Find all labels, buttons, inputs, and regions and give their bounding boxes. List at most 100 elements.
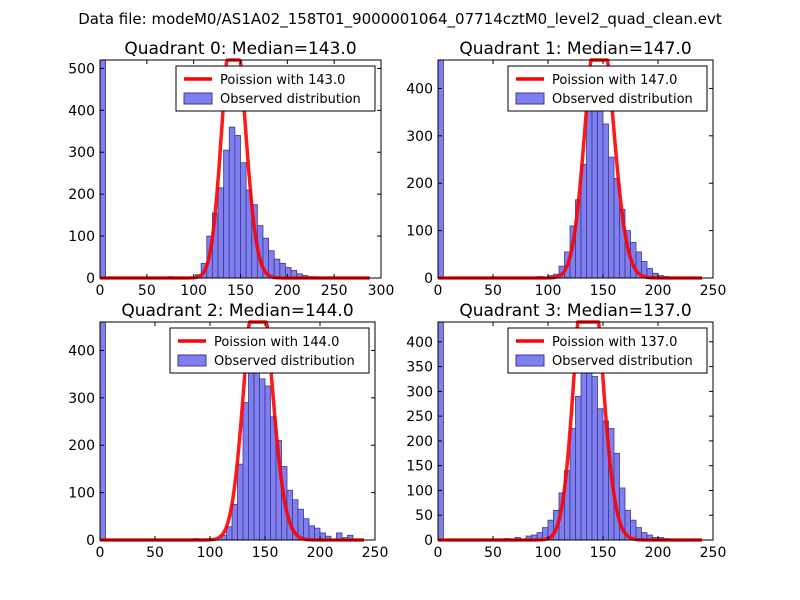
quadrant-1-panel: 0 50 100 150 200 250 0 100 200 300 400 Quadrant 1: …: [406, 39, 726, 299]
x-tick-label: 200: [645, 283, 672, 299]
x-tick-label: 150: [227, 283, 254, 299]
x-tick-label: 250: [362, 545, 389, 561]
x-tick-label: 200: [274, 283, 301, 299]
histogram-bar: [237, 463, 244, 541]
y-tick-label: 400: [68, 103, 95, 119]
y-tick-label: 100: [406, 224, 433, 240]
histogram-bar: [591, 376, 598, 541]
y-tick-label: 250: [406, 409, 433, 425]
x-tick-label: 0: [96, 545, 105, 561]
x-tick-label: 150: [252, 545, 279, 561]
legend-label-observed: Observed distribution: [552, 92, 693, 107]
legend-bar-swatch: [515, 92, 545, 105]
legend-box: [169, 327, 370, 374]
x-tick-label: 50: [146, 545, 164, 561]
axes-frame: [437, 321, 714, 541]
y-tick-label: 300: [68, 145, 95, 161]
quadrant-2-panel: 0 50 100 150 200 250 0 100 200 300 400 Quadrant 2: …: [68, 301, 388, 561]
y-tick-label: 0: [424, 533, 433, 549]
histogram-bar: [303, 518, 310, 541]
y-tick-label: 0: [86, 533, 95, 549]
histogram-bar: [279, 262, 286, 279]
legend: Poission with 147.0 Observed distribution: [507, 65, 708, 112]
histogram-bar: [248, 371, 255, 541]
histogram-bar: [575, 395, 582, 541]
x-tick-label: 300: [368, 283, 395, 299]
x-tick-label: 100: [535, 283, 562, 299]
histogram-bar: [99, 59, 107, 279]
legend: Poission with 137.0 Observed distribution: [507, 327, 708, 374]
histogram-bar: [591, 99, 598, 279]
legend-label-fit: Poission with 144.0: [214, 335, 339, 350]
x-tick-label: 0: [96, 283, 105, 299]
axes-frame: [437, 59, 714, 279]
y-tick-label: 300: [406, 384, 433, 400]
y-tick-label: 100: [68, 229, 95, 245]
histogram-bar: [259, 378, 266, 541]
legend-bar-swatch: [515, 354, 545, 367]
y-tick-label: 100: [406, 483, 433, 499]
x-tick-label: 0: [434, 545, 443, 561]
quadrant-3-panel: 0 50 100 150 200 250 0 50 100 150 200 250 300 350 400 Q…: [406, 301, 726, 561]
y-tick-label: 400: [406, 335, 433, 351]
histogram-bar: [597, 408, 604, 541]
histogram-bar: [228, 126, 236, 279]
histogram-bar: [273, 258, 281, 279]
y-tick-label: 400: [406, 81, 433, 97]
histogram-bar: [437, 321, 444, 541]
histogram-bar: [586, 109, 593, 279]
legend: Poission with 144.0 Observed distribution: [169, 327, 370, 374]
chart-title: Quadrant 2: Median=144.0: [121, 301, 353, 321]
x-tick-label: 100: [535, 545, 562, 561]
x-tick-label: 200: [307, 545, 334, 561]
histogram-bar: [437, 59, 444, 279]
histogram-bar: [99, 321, 106, 541]
histogram-bar: [264, 385, 271, 541]
y-tick-label: 400: [68, 343, 95, 359]
y-tick-label: 200: [68, 438, 95, 454]
y-tick-label: 200: [406, 176, 433, 192]
quadrant-0-panel: 0 50 100 150 200 250 300 0 100 200 300 400 500 Quadra…: [68, 39, 394, 299]
legend-label-fit: Poission with 147.0: [552, 73, 677, 88]
y-tick-label: 0: [86, 271, 95, 287]
x-tick-label: 150: [590, 545, 617, 561]
legend-label-fit: Poission with 143.0: [220, 73, 345, 88]
histogram-bar: [608, 156, 615, 279]
x-tick-label: 100: [197, 545, 224, 561]
x-tick-label: 100: [180, 283, 207, 299]
legend-label-observed: Observed distribution: [220, 92, 361, 107]
histogram-bar: [586, 343, 593, 541]
histogram-bar: [242, 402, 249, 541]
histogram-bar: [223, 149, 230, 279]
histogram-bar: [234, 135, 241, 279]
y-tick-label: 200: [68, 187, 95, 203]
x-tick-label: 0: [434, 283, 443, 299]
x-tick-label: 250: [321, 283, 348, 299]
histogram-bar: [231, 504, 238, 541]
legend-label-observed: Observed distribution: [552, 354, 693, 369]
y-tick-label: 300: [68, 391, 95, 407]
x-tick-label: 200: [645, 545, 672, 561]
chart-title: Quadrant 3: Median=137.0: [459, 301, 691, 321]
x-tick-label: 50: [138, 283, 156, 299]
histogram-bar: [240, 162, 247, 279]
y-tick-label: 100: [68, 486, 95, 502]
histogram-bar: [569, 428, 576, 541]
y-tick-label: 350: [406, 360, 433, 376]
legend-label-observed: Observed distribution: [214, 354, 355, 369]
figure-suptitle: Data file: modeM0/AS1A02_158T01_90000010…: [78, 10, 722, 29]
x-tick-label: 50: [484, 283, 502, 299]
legend: Poission with 143.0 Observed distribution: [175, 65, 376, 112]
legend-bar-swatch: [183, 92, 213, 105]
y-tick-label: 500: [68, 61, 95, 77]
y-tick-label: 300: [406, 129, 433, 145]
chart-title: Quadrant 0: Median=143.0: [124, 39, 356, 59]
y-tick-label: 150: [406, 459, 433, 475]
x-tick-label: 50: [484, 545, 502, 561]
legend-bar-swatch: [177, 354, 207, 367]
histogram-bar: [602, 123, 609, 279]
y-tick-label: 200: [406, 434, 433, 450]
histogram-bar: [580, 353, 587, 541]
chart-title: Quadrant 1: Median=147.0: [459, 39, 691, 59]
